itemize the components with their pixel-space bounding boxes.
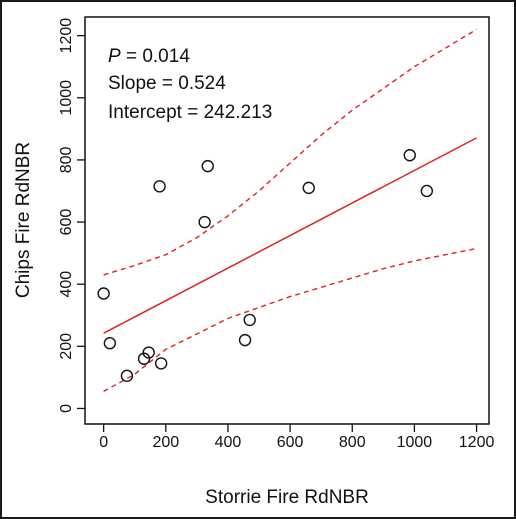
- x-tick-label: 1200: [459, 434, 495, 451]
- data-point: [103, 337, 117, 350]
- x-tick-label: 600: [277, 434, 304, 451]
- data-point: [198, 215, 211, 229]
- y-tick-label: 0: [58, 404, 75, 413]
- y-tick-label: 600: [58, 209, 75, 236]
- data-point: [154, 357, 168, 370]
- regression-line: [103, 137, 477, 334]
- data-point: [302, 181, 315, 195]
- x-tick-label: 200: [152, 434, 179, 451]
- ci-lower-line: [103, 247, 477, 393]
- x-tick-label: 0: [99, 434, 108, 451]
- data-point: [120, 369, 134, 383]
- x-axis-title: Storrie Fire RdNBR: [205, 487, 369, 508]
- data-point: [403, 149, 416, 162]
- plot-area-box: [84, 16, 490, 425]
- confidence-band: [103, 28, 477, 393]
- x-axis: 0 200 400 600 800 1000 1200: [99, 424, 494, 451]
- data-points: [97, 149, 434, 383]
- y-tick-label: 800: [58, 146, 75, 173]
- data-point: [142, 346, 155, 359]
- data-point: [153, 180, 166, 193]
- data-point: [420, 184, 434, 198]
- fit-line: [103, 137, 477, 334]
- x-tick-label: 1000: [397, 434, 433, 451]
- data-point: [238, 333, 252, 347]
- data-point: [97, 287, 110, 300]
- ci-upper-line: [103, 28, 477, 276]
- y-tick-label: 400: [58, 271, 75, 298]
- slope-annotation: Slope = 0.524: [108, 73, 226, 94]
- data-point: [137, 352, 151, 365]
- x-tick-label: 400: [215, 434, 242, 451]
- intercept-annotation: Intercept = 242.213: [108, 102, 272, 123]
- y-axis-title: Chips Fire RdNBR: [13, 142, 34, 298]
- p-value-annotation: P = 0.014: [108, 46, 190, 67]
- y-tick-label: 200: [58, 333, 75, 360]
- y-axis: 0 200 400 600 800 1000 1200: [58, 18, 85, 413]
- data-point: [201, 159, 214, 173]
- y-tick-label: 1200: [58, 18, 75, 54]
- data-point: [243, 313, 256, 327]
- y-tick-label: 1000: [58, 80, 75, 116]
- x-tick-label: 800: [339, 434, 366, 451]
